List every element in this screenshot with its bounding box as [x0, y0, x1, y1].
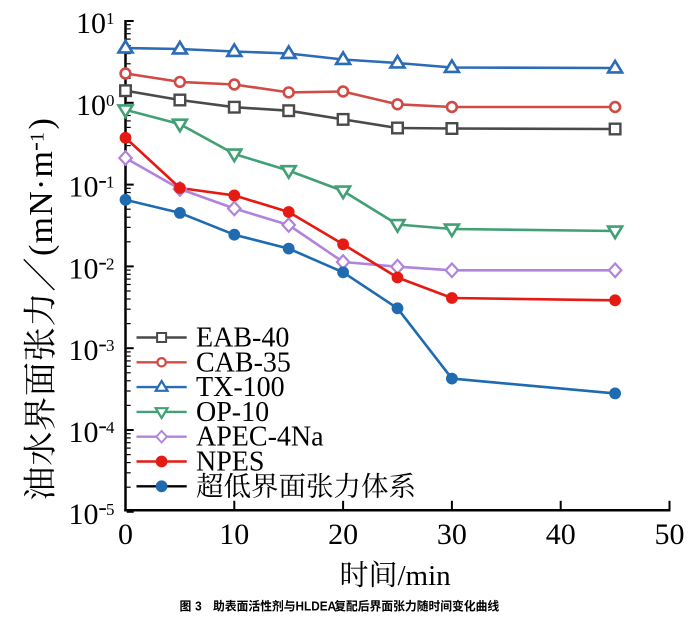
svg-text:10: 10: [69, 252, 99, 285]
svg-text:): ): [23, 118, 60, 129]
svg-text:1: 1: [106, 173, 115, 192]
svg-text:10: 10: [69, 416, 99, 449]
svg-text:2: 2: [106, 254, 115, 273]
svg-text:10: 10: [219, 518, 249, 551]
svg-text:50: 50: [655, 518, 685, 551]
svg-text:APEC-4Na: APEC-4Na: [196, 422, 324, 453]
svg-text:10: 10: [76, 7, 106, 40]
svg-text:40: 40: [546, 518, 576, 551]
svg-text:30: 30: [437, 518, 467, 551]
svg-text:(mN·m: (mN·m: [23, 150, 60, 256]
svg-text:OP-10: OP-10: [196, 397, 269, 428]
svg-text:3: 3: [106, 336, 115, 355]
svg-text:10: 10: [76, 89, 106, 122]
svg-text:NPES: NPES: [196, 447, 264, 478]
svg-text:HLDEA: HLDEA: [296, 599, 337, 613]
svg-text:0: 0: [118, 518, 133, 551]
svg-text:10: 10: [69, 498, 99, 531]
svg-text:10: 10: [69, 171, 99, 204]
svg-text:EAB-40: EAB-40: [196, 323, 289, 354]
svg-text:/min: /min: [398, 560, 452, 592]
svg-text:1: 1: [106, 9, 115, 28]
svg-text:CAB-35: CAB-35: [196, 347, 291, 378]
svg-text:10: 10: [69, 334, 99, 367]
svg-text:0: 0: [106, 91, 115, 110]
svg-text:5: 5: [106, 500, 115, 519]
svg-text:3: 3: [195, 599, 202, 613]
svg-text:4: 4: [106, 418, 115, 437]
svg-text:TX-100: TX-100: [196, 372, 285, 403]
svg-text:1: 1: [27, 132, 49, 142]
svg-text:20: 20: [328, 518, 358, 551]
